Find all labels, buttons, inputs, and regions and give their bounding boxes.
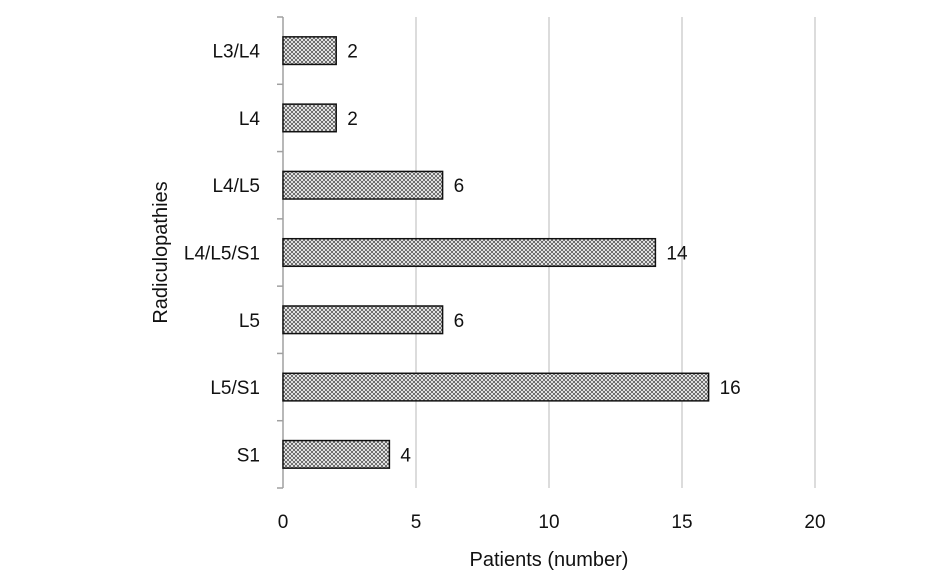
bar <box>282 372 710 402</box>
x-axis-title: Patients (number) <box>470 549 629 571</box>
y-axis <box>277 16 284 489</box>
data-label: 6 <box>454 311 465 332</box>
data-label: 14 <box>666 244 688 265</box>
bar <box>282 237 657 268</box>
bar <box>282 36 337 66</box>
x-tick-labels: 0 5 10 15 20 <box>278 512 826 533</box>
x-tick-label: 20 <box>804 512 825 533</box>
data-label: 6 <box>454 176 465 197</box>
bar <box>282 170 444 200</box>
bar <box>282 439 391 469</box>
category-label: L4 <box>239 109 261 130</box>
bars: 2 2 6 14 6 16 4 <box>282 36 741 469</box>
x-tick-label: 5 <box>411 512 422 533</box>
bar <box>282 103 337 133</box>
category-label: S1 <box>237 445 260 466</box>
category-label: L5/S1 <box>210 378 260 399</box>
category-label: L5 <box>239 311 260 332</box>
category-label: L4/L5 <box>212 176 260 197</box>
data-label: 4 <box>400 445 411 466</box>
y-axis-title: Radiculopathies <box>150 181 172 323</box>
x-tick-label: 15 <box>671 512 692 533</box>
data-label: 2 <box>347 109 358 130</box>
bar <box>282 305 444 335</box>
x-tick-label: 10 <box>538 512 559 533</box>
category-label: L3/L4 <box>212 42 260 63</box>
x-tick-label: 0 <box>278 512 289 533</box>
data-label: 16 <box>720 378 741 399</box>
data-label: 2 <box>347 42 358 63</box>
category-label: L4/L5/S1 <box>184 244 260 265</box>
category-labels: L3/L4 L4 L4/L5 L4/L5/S1 L5 L5/S1 S1 <box>184 42 261 467</box>
